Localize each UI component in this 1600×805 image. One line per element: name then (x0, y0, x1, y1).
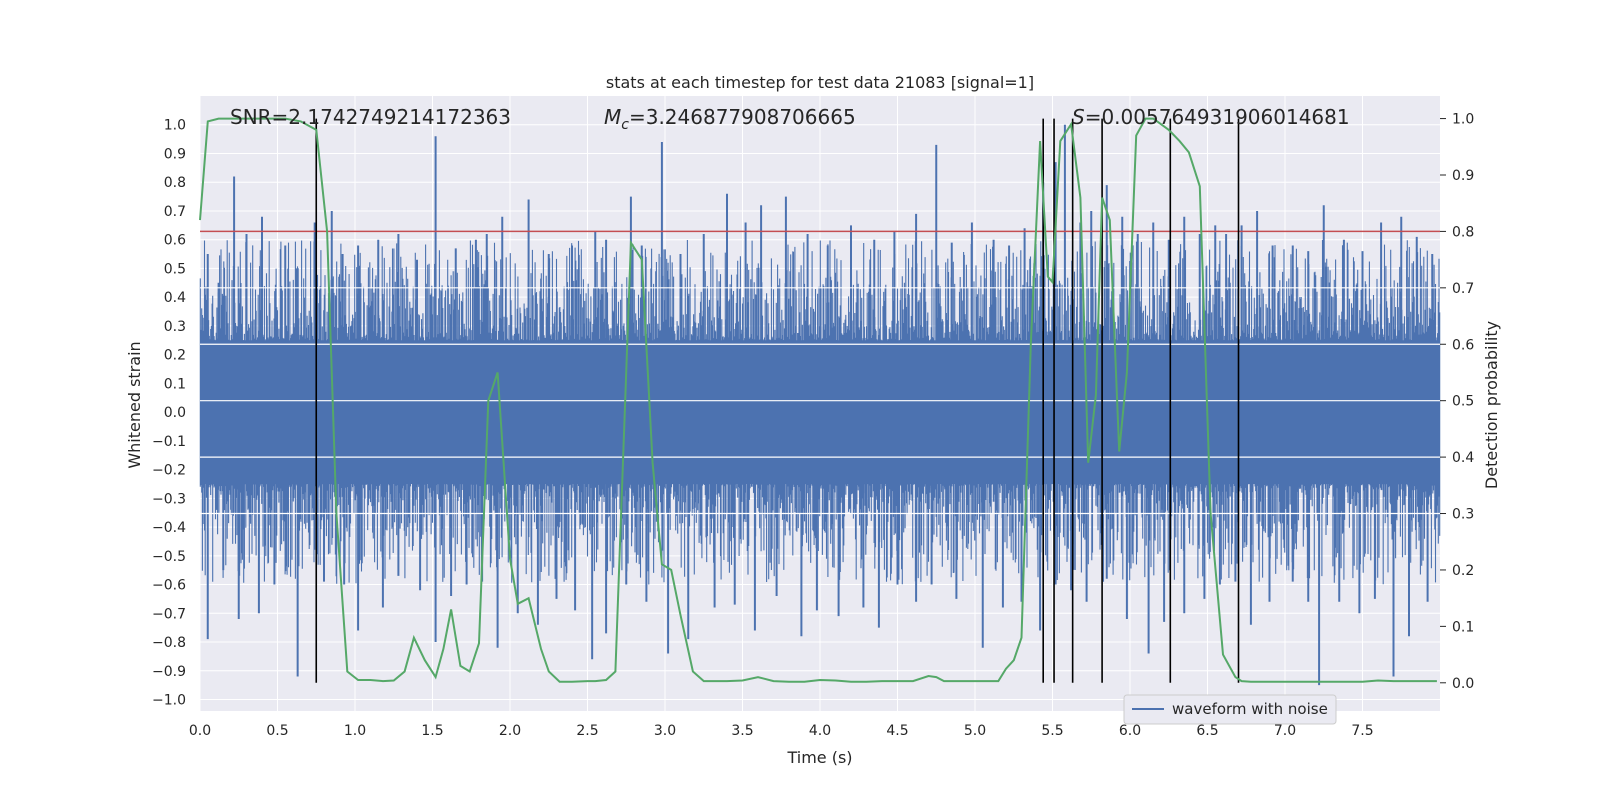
x-tick-label: 5.0 (964, 723, 986, 739)
y-tick-label-left: −0.3 (152, 491, 186, 507)
y-axis-label-right: Detection probability (1482, 321, 1501, 489)
snr-annotation: SNR=2.1742749214172363 (230, 105, 511, 129)
y-tick-label-left: −0.2 (152, 463, 186, 479)
x-tick-label: 7.0 (1274, 723, 1296, 739)
x-tick-label: 3.5 (731, 723, 753, 739)
chart-title: stats at each timestep for test data 210… (606, 73, 1034, 92)
x-tick-label: 2.0 (499, 723, 521, 739)
y-tick-label-left: 0.9 (164, 146, 186, 162)
tick-layer: 1.0 0.9 0.8 0.7 0.6 0.5 0.4 0.3 0.2 0.1 0.0 −0.1 −0.… (152, 112, 1474, 739)
y-tick-label-left: −0.1 (152, 434, 186, 450)
x-tick-label: 5.5 (1041, 723, 1063, 739)
y-tick-label-left: 0.8 (164, 175, 186, 191)
s-value: =0.005764931906014681 (1085, 105, 1350, 129)
y-tick-label-left: −0.8 (152, 635, 186, 651)
y-tick-label-left: 0.3 (164, 319, 186, 335)
y-tick-label-left: −0.5 (152, 549, 186, 565)
y-tick-label-right: 0.5 (1452, 394, 1474, 410)
x-tick-label: 4.5 (886, 723, 908, 739)
y-tick-label-left: 0.7 (164, 204, 186, 220)
y-tick-label-left: 0.4 (164, 290, 186, 306)
y-tick-label-right: 0.8 (1452, 224, 1474, 240)
y-tick-label-left: 0.2 (164, 348, 186, 364)
y-tick-label-right: 0.9 (1452, 168, 1474, 184)
s-annotation: S=0.005764931906014681 (1072, 105, 1350, 129)
chirp-mass-annotation: Mc=3.246877908706665 (604, 105, 856, 133)
y-tick-label-left: 0.1 (164, 376, 186, 392)
y-tick-label-left: 0.5 (164, 261, 186, 277)
x-tick-label: 7.5 (1351, 723, 1373, 739)
y-tick-label-left: −0.6 (152, 578, 186, 594)
x-tick-label: 1.5 (421, 723, 443, 739)
x-tick-label: 4.0 (809, 723, 831, 739)
y-tick-label-left: −0.7 (152, 606, 186, 622)
legend: waveform with noise (1123, 694, 1337, 725)
x-tick-label: 1.0 (344, 723, 366, 739)
waveform-layer (199, 124, 1441, 686)
chirp-mass-subscript: c (621, 117, 629, 133)
y-tick-label-right: 0.2 (1452, 563, 1474, 579)
y-tick-label-left: 0.6 (164, 233, 186, 249)
x-tick-label: 3.0 (654, 723, 676, 739)
y-tick-label-right: 0.3 (1452, 507, 1474, 523)
y-tick-label-left: −0.4 (152, 520, 186, 536)
x-axis-label: Time (s) (786, 748, 852, 767)
y-tick-label-right: 0.6 (1452, 337, 1474, 353)
x-tick-label: 6.5 (1196, 723, 1218, 739)
chirp-mass-symbol: M (604, 105, 621, 129)
x-tick-label: 0.0 (189, 723, 211, 739)
chirp-mass-value: =3.246877908706665 (629, 105, 856, 129)
y-tick-label-right: 0.7 (1452, 281, 1474, 297)
legend-box (1123, 694, 1337, 725)
probability-layer (199, 117, 1437, 683)
y-tick-label-left: 1.0 (164, 118, 186, 134)
y-tick-label-left: 0.0 (164, 405, 186, 421)
y-tick-label-right: 0.4 (1452, 450, 1474, 466)
y-tick-label-right: 1.0 (1452, 112, 1474, 128)
s-symbol: S (1072, 105, 1085, 129)
x-tick-label: 0.5 (266, 723, 288, 739)
y-tick-label-left: −0.9 (152, 664, 186, 680)
probability-curve (199, 117, 1437, 683)
y-tick-label-left: −1.0 (152, 693, 186, 709)
y-tick-label-right: 0.1 (1452, 619, 1474, 635)
y-axis-label-left: Whitened strain (125, 341, 144, 468)
x-tick-label: 6.0 (1119, 723, 1141, 739)
x-tick-label: 2.5 (576, 723, 598, 739)
y-tick-label-right: 0.0 (1452, 676, 1474, 692)
legend-label-waveform: waveform with noise (1172, 700, 1328, 718)
